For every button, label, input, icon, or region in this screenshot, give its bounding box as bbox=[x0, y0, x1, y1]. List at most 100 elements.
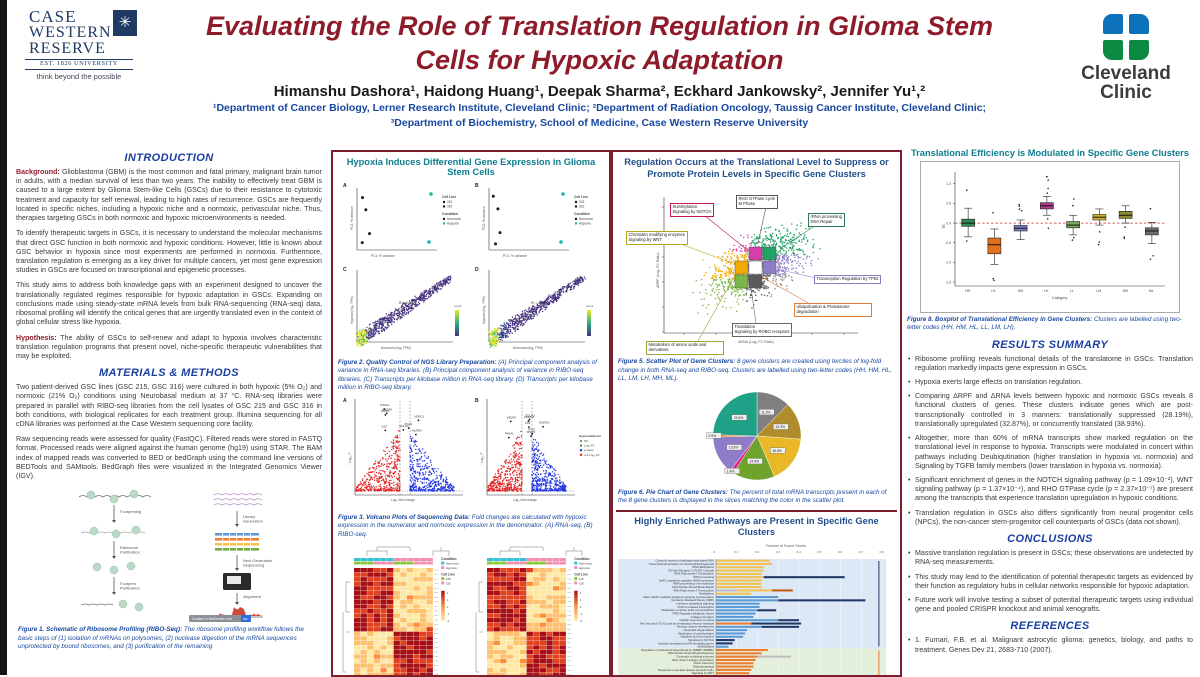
svg-text:count: count bbox=[586, 304, 594, 308]
figure2-tpm-riboseq: D R² = 0.98 Normoxia (log₂ TPM) Hypoxia (lo… bbox=[473, 264, 601, 356]
references-list: 1. Furnari, F.B. et al. Malignant astroc… bbox=[905, 636, 1195, 654]
intro-paragraph-2: To identify therapeutic targets in GSCs,… bbox=[16, 229, 322, 275]
svg-text:Created in BioRender.com: Created in BioRender.com bbox=[192, 617, 232, 621]
intro-paragraph-1: Background: Glioblastoma (GBM) is the mo… bbox=[16, 168, 322, 223]
svg-text:Normoxia (log₂ TPM): Normoxia (log₂ TPM) bbox=[513, 346, 543, 350]
svg-text:P4HA1: P4HA1 bbox=[505, 432, 514, 436]
svg-text:2: 2 bbox=[580, 591, 582, 595]
svg-text:C: C bbox=[343, 267, 347, 273]
svg-text:A: A bbox=[343, 183, 347, 189]
svg-text:p-value: p-value bbox=[584, 448, 594, 452]
figure3-volcano-riboseq: BCA9NDRG1VEGFABNIP3P4HA1EGLN3PGK1HILPDAL… bbox=[473, 395, 601, 511]
panel2-title: Hypoxia Induces Differential Gene Expres… bbox=[336, 157, 606, 177]
svg-text:Footprinting: Footprinting bbox=[120, 509, 141, 514]
results-bullet: Comparing ΔRPF and ΔRNA levels between h… bbox=[907, 392, 1193, 429]
cwru-logo: ✳ CASE WESTERN RESERVE EST. 1826 UNIVERS… bbox=[25, 8, 133, 80]
svg-text:P4HA1: P4HA1 bbox=[380, 403, 389, 407]
cwru-sunburst-icon: ✳ bbox=[113, 10, 137, 36]
conclusions-bullet: Massive translation regulation is presen… bbox=[907, 549, 1193, 567]
conclusions-bullet: Future work will involve testing a subse… bbox=[907, 596, 1193, 614]
references-heading: REFERENCES bbox=[905, 620, 1195, 632]
cwru-line: EST. 1826 UNIVERSITY bbox=[25, 59, 133, 70]
pathway-callout: Transcription Regulation by TP53 bbox=[814, 275, 882, 284]
column-introduction-methods: INTRODUCTION Background: Glioblastoma (G… bbox=[16, 146, 322, 654]
svg-text:PGK1: PGK1 bbox=[405, 422, 413, 426]
svg-text:VEGFA: VEGFA bbox=[507, 416, 516, 420]
results-bullet: Ribosome profiling reveals functional de… bbox=[907, 355, 1193, 373]
svg-text:Purification: Purification bbox=[120, 586, 140, 591]
methods-paragraph-2: Raw sequencing reads were assessed for q… bbox=[16, 435, 322, 481]
pathway-callout: Ubiquitination & Proteasome degradation bbox=[794, 303, 872, 317]
intro-paragraph-4: Hypothesis: The ability of GSCs to self-… bbox=[16, 334, 322, 362]
svg-text:Cell Line: Cell Line bbox=[442, 195, 456, 199]
svg-text:Hypoxia (log₂ TPM): Hypoxia (log₂ TPM) bbox=[482, 296, 486, 324]
figure3-volcano-rnaseq: ACA9NDRG1VEGFABNIP3P4HA1EGLN3PGK1HILPDAL… bbox=[341, 395, 469, 511]
affiliation-line-1: ¹Department of Cancer Biology, Lerner Re… bbox=[147, 102, 1052, 115]
conclusions-heading: CONCLUSIONS bbox=[905, 533, 1195, 545]
svg-text:R² = 0.98: R² = 0.98 bbox=[531, 301, 545, 305]
column-results-conclusions: Translational Efficiency is Modulated in… bbox=[905, 146, 1195, 661]
panel3-title: Regulation Occurs at the Translational L… bbox=[622, 157, 891, 180]
svg-text:ΔRPF (Log₂ FC Ratio): ΔRPF (Log₂ FC Ratio) bbox=[656, 253, 660, 289]
svg-text:NS: NS bbox=[584, 439, 588, 443]
svg-text:D: D bbox=[475, 267, 479, 273]
svg-text:Hypoxia/Normoxia: Hypoxia/Normoxia bbox=[579, 434, 601, 438]
panel-translational-regulation: Regulation Occurs at the Translational L… bbox=[611, 150, 902, 677]
section-divider bbox=[616, 510, 897, 512]
svg-text:PC2: % variance: PC2: % variance bbox=[482, 206, 486, 230]
svg-text:316: 316 bbox=[447, 205, 453, 209]
svg-text:CA9: CA9 bbox=[381, 425, 387, 429]
svg-text:PGK1: PGK1 bbox=[528, 428, 536, 432]
conclusions-bullet-list: Massive translation regulation is presen… bbox=[905, 549, 1195, 614]
results-bullet: Translation regulation in GSCs also diff… bbox=[907, 509, 1193, 527]
svg-text:Normoxia: Normoxia bbox=[447, 217, 461, 221]
cwru-tagline: think beyond the possible bbox=[25, 73, 133, 81]
svg-text:-2: -2 bbox=[580, 619, 583, 623]
svg-text:Log₂ FC: Log₂ FC bbox=[584, 444, 595, 448]
pathway-callout: Translation Signaling by ROBO receptors bbox=[732, 323, 793, 337]
cleveland-clinic-mark-icon bbox=[1103, 14, 1149, 60]
svg-text:Condition: Condition bbox=[574, 557, 589, 561]
authors-line: Himanshu Dashora¹, Haidong Huang¹, Deepa… bbox=[147, 83, 1052, 100]
pathway-callout: Chromatin modifying enzymes Signaling by… bbox=[626, 231, 688, 245]
svg-text:Alignment: Alignment bbox=[243, 594, 262, 599]
svg-text:Hypoxia: Hypoxia bbox=[579, 222, 591, 226]
figure3-caption: Figure 3. Volcano Plots of Sequencing Da… bbox=[338, 514, 604, 539]
svg-text:Normoxia: Normoxia bbox=[446, 562, 459, 566]
results-bullet: Significant enrichment of genes in the N… bbox=[907, 476, 1193, 504]
svg-text:-1: -1 bbox=[447, 612, 450, 616]
svg-text:BNIP3: BNIP3 bbox=[381, 409, 390, 413]
svg-text:316: 316 bbox=[579, 581, 584, 585]
conclusions-bullet: This study may lead to the identificatio… bbox=[907, 573, 1193, 591]
figure8-caption: Figure 8. Boxplot of Translational Effic… bbox=[907, 316, 1193, 333]
svg-text:ΔRNA (Log₂ FC Ratio): ΔRNA (Log₂ FC Ratio) bbox=[738, 340, 774, 344]
figure2-caption: Figure 2. Quality Control of NGS Library… bbox=[338, 359, 604, 392]
svg-text:0: 0 bbox=[580, 605, 582, 609]
results-bullet: Hypoxia exerts large effects on translat… bbox=[907, 378, 1193, 387]
svg-text:Hypoxia: Hypoxia bbox=[447, 222, 459, 226]
svg-text:0: 0 bbox=[447, 605, 449, 609]
svg-text:Condition: Condition bbox=[442, 212, 458, 216]
svg-text:-1: -1 bbox=[580, 612, 583, 616]
svg-text:Condition: Condition bbox=[441, 557, 456, 561]
svg-text:count: count bbox=[454, 304, 462, 308]
svg-text:Cell Line: Cell Line bbox=[574, 195, 588, 199]
svg-text:HILPDA: HILPDA bbox=[412, 429, 422, 433]
svg-text:Normoxia (log₂ TPM): Normoxia (log₂ TPM) bbox=[381, 346, 411, 350]
introduction-heading: INTRODUCTION bbox=[16, 152, 322, 164]
reference-item: 1. Furnari, F.B. et al. Malignant astroc… bbox=[907, 636, 1193, 654]
svg-text:Sequencing: Sequencing bbox=[243, 563, 264, 568]
svg-text:B: B bbox=[475, 398, 479, 404]
affiliation-line-2: ³Department of Biochemistry, School of M… bbox=[147, 117, 1052, 130]
svg-text:Generation: Generation bbox=[243, 519, 263, 524]
figure5-caption: Figure 5. Scatter Plot of Gene Clusters:… bbox=[618, 358, 895, 383]
svg-text:Hypoxia: Hypoxia bbox=[579, 566, 590, 570]
pathway-callout: RHO GTPase cycle M Phase bbox=[736, 195, 779, 209]
